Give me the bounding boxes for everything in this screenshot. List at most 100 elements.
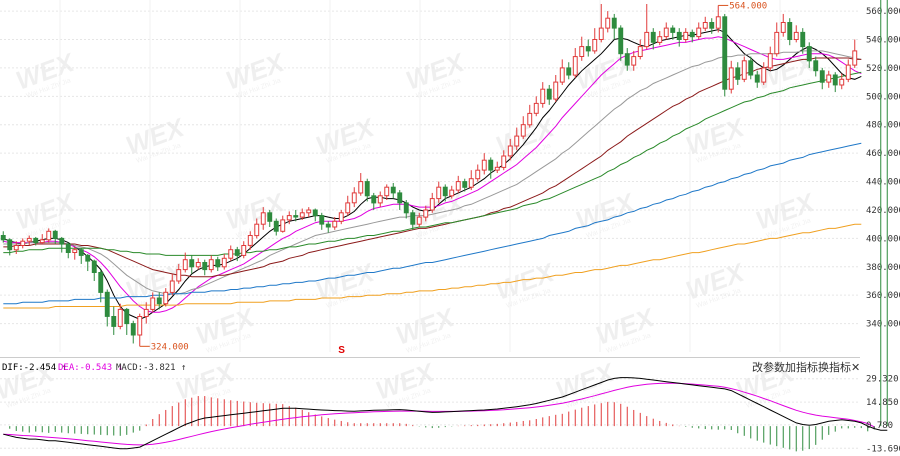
candle-body (403, 202, 409, 214)
candle-body (13, 245, 19, 251)
macd-y-axis: 29.320 14.850 0.780 -13.690 (866, 375, 900, 455)
candle-body (806, 46, 812, 62)
candle-body (826, 74, 832, 83)
candle-body (280, 219, 286, 232)
candle-body (33, 237, 39, 244)
candle-body (579, 46, 585, 57)
candle-body (670, 27, 676, 33)
candle-body (195, 262, 201, 268)
legend-dea: DEA:-0.543 ↓ (58, 363, 123, 373)
macd-tick-label: -13.690 (866, 444, 900, 454)
macd-tick-label: 29.320 (866, 375, 899, 385)
candle-body (345, 202, 351, 214)
candle-body (540, 88, 546, 104)
candle-body (455, 181, 461, 191)
switch-indicator-button[interactable]: 换指标 (818, 360, 851, 374)
candle-body (449, 189, 455, 197)
candle-body (364, 181, 370, 197)
candle-body (429, 198, 435, 211)
candle-body (533, 102, 539, 114)
candle-body (98, 272, 104, 293)
candlestick-series (0, 4, 858, 347)
change-params-button[interactable]: 改参数 (752, 360, 785, 374)
candle-body (468, 178, 474, 188)
candle-body (689, 31, 695, 38)
ma-line-5 (3, 142, 862, 305)
candle-body (696, 27, 702, 38)
candle-body (260, 212, 266, 225)
candle-body (585, 46, 591, 52)
candle-body (832, 74, 838, 86)
ma-line-2 (3, 50, 862, 295)
candle-body (124, 308, 130, 325)
y-tick-label: 340.000 (866, 320, 900, 330)
macd-lines (3, 377, 888, 450)
candle-body (358, 181, 364, 194)
candle-body (319, 215, 325, 225)
macd-grid (0, 378, 858, 449)
candle-body (7, 239, 13, 251)
candle-body (176, 269, 182, 282)
candle-body (520, 124, 526, 137)
candle-body (59, 237, 65, 245)
signal-marker: S (338, 345, 345, 356)
y-tick-label: 540.000 (866, 36, 900, 46)
candle-body (247, 235, 253, 246)
candle-body (299, 212, 305, 218)
candle-body (241, 245, 247, 256)
legend-dif: DIF:-2.454 ↑ (2, 363, 67, 373)
candle-body (462, 181, 468, 188)
ma-line-4 (3, 71, 862, 256)
candle-body (202, 262, 208, 271)
candle-body (306, 209, 312, 214)
candle-body (72, 249, 78, 253)
candle-body (813, 60, 819, 72)
candle-body (618, 27, 624, 55)
candle-body (787, 22, 793, 40)
candle-body (273, 220, 279, 232)
candle-body (189, 259, 195, 268)
candle-body (65, 243, 71, 253)
candle-body (598, 27, 604, 40)
legend-macd: MACD:-3.821 ↑ (116, 363, 186, 373)
candle-body (676, 31, 682, 41)
candle-body (702, 22, 708, 29)
candle-body (325, 223, 331, 228)
candle-body (845, 64, 851, 80)
candle-body (481, 159, 487, 171)
y-tick-label: 360.000 (866, 291, 900, 301)
candle-body (507, 145, 513, 157)
close-icon[interactable]: ✕ (851, 362, 860, 374)
candle-body (52, 230, 58, 239)
candle-body (566, 67, 572, 76)
dea-line (3, 382, 875, 446)
candle-body (215, 259, 221, 268)
y-tick-label: 480.000 (866, 121, 900, 131)
candle-body (819, 70, 825, 83)
candle-body (728, 67, 734, 90)
candle-body (592, 39, 598, 52)
macd-tick-label: 14.850 (866, 398, 899, 408)
candle-body (663, 27, 669, 38)
candle-body (384, 186, 390, 197)
candle-body (130, 323, 136, 336)
add-indicator-button[interactable]: 加指标 (785, 360, 818, 374)
candle-body (143, 308, 149, 317)
candle-body (527, 112, 533, 126)
candle-body (722, 16, 728, 90)
candle-body (650, 31, 656, 43)
candle-body (137, 316, 143, 336)
y-tick-label: 440.000 (866, 178, 900, 188)
candle-body (839, 78, 845, 86)
candle-body (605, 17, 611, 29)
price-y-axis: 340.000 360.000 380.000 400.000 420.000 440.0… (866, 7, 900, 329)
candle-body (377, 195, 383, 204)
candle-body (267, 212, 273, 222)
candle-body (683, 31, 689, 41)
candle-body (20, 240, 26, 246)
y-tick-label: 400.000 (866, 234, 900, 244)
candle-body (371, 195, 377, 204)
candle-body (501, 155, 507, 168)
